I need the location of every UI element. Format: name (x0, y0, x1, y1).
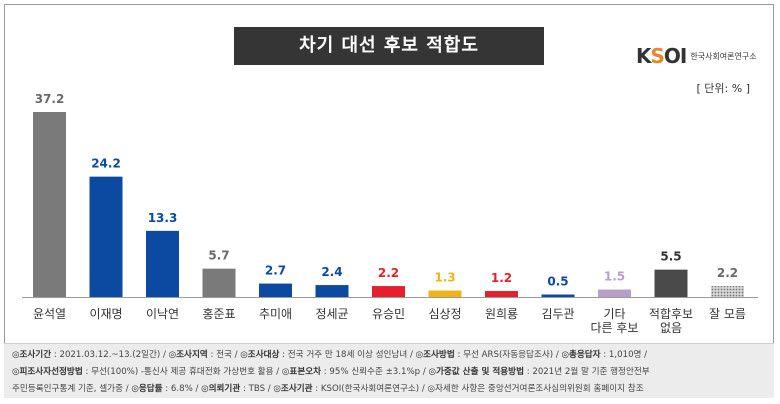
bar-3 (202, 268, 236, 297)
category-label-12: 잘 모름 (709, 307, 746, 321)
category-label-2: 이낙연 (146, 307, 179, 321)
category-label-5: 정세균 (315, 307, 348, 321)
footnote-key: ◎총응답자 (561, 350, 601, 360)
footnote-value: : 무선 ARS(자동응답조사) / (454, 350, 562, 360)
value-label-12: 2.2 (717, 266, 738, 280)
logo-text: 한국사회여론연구소 (690, 51, 757, 61)
bar-12 (711, 286, 744, 297)
bar-4 (259, 283, 292, 297)
category-label-11-1: 없음 (660, 321, 682, 335)
footnote-value: 주민등록인구통계 기준, 셀가중 / (12, 384, 132, 394)
value-label-10: 1.5 (604, 270, 625, 284)
category-label-1: 이재명 (89, 307, 122, 321)
footnote-value: : 2021년 2월 말 기준 행정안전부 (524, 367, 650, 377)
value-label-0: 37.2 (35, 92, 65, 106)
footnote-value: : TBS / (240, 384, 274, 394)
footnote-key: ◎조사기간 (12, 350, 52, 360)
footnote-value: : 무선(100%) -통신사 제공 휴대전화 가상번호 활용 / (82, 367, 282, 377)
footnote-key: ◎표본오차 (281, 367, 322, 377)
value-label-3: 5.7 (208, 249, 229, 263)
value-label-4: 2.7 (265, 264, 286, 278)
logo-mark: KSOI (636, 44, 687, 68)
footnote-key: ◎응답률 (131, 384, 163, 394)
value-label-8: 1.2 (491, 271, 512, 285)
footnote-value: : 6.8% / (162, 384, 202, 394)
footnote-value: : 1,010명 / (600, 350, 648, 360)
footnote-value: ◎자세한 사항은 중앙선거여론조사심의위원회 홈페이지 참조 (427, 384, 644, 394)
bar-11 (654, 269, 688, 297)
category-label-9: 김두관 (541, 307, 574, 321)
value-label-11: 5.5 (660, 250, 681, 264)
footnote-key: ◎가중값 산출 및 적용방법 (428, 367, 524, 377)
bar-8 (485, 291, 518, 297)
bar-10 (598, 289, 631, 297)
bar-7 (428, 290, 462, 297)
footnote-value: : 전국 거주 만 18세 이상 성인남녀 / (279, 350, 416, 360)
value-label-2: 13.3 (148, 211, 178, 225)
category-label-10-1: 다른 후보 (591, 321, 639, 335)
bar-0 (33, 112, 66, 297)
bar-2 (146, 230, 179, 297)
value-label-6: 2.2 (378, 266, 399, 280)
category-label-0: 윤석열 (33, 307, 66, 321)
footnote-line-1: ◎조사기간 : 2021.03.12.~13.(2일간) / ◎조사지역 : 전… (12, 347, 766, 364)
footnote-value: : 전국 / (207, 350, 241, 360)
category-label-3: 홍준표 (202, 307, 235, 321)
value-label-7: 1.3 (434, 271, 455, 285)
unit-label: [ 단위: % ] (696, 82, 750, 95)
footnote-key: ◎조사지역 (168, 350, 208, 360)
bar-1 (89, 176, 123, 297)
category-label-10: 기타 (603, 307, 625, 321)
footnote-line-2: ◎피조사자선정방법 : 무선(100%) -통신사 제공 휴대전화 가상번호 활… (12, 364, 766, 381)
survey-footnote: ◎조사기간 : 2021.03.12.~13.(2일간) / ◎조사지역 : 전… (4, 343, 774, 398)
value-label-5: 2.4 (321, 265, 342, 279)
category-label-6: 유승민 (372, 307, 405, 321)
category-label-11: 적합후보 (649, 307, 693, 321)
footnote-key: ◎조사기관 (273, 384, 313, 394)
value-label-9: 0.5 (547, 275, 568, 289)
footnote-value: : 95% 신뢰수준 ±3.1%p / (321, 367, 429, 377)
category-label-4: 추미애 (259, 307, 292, 321)
footnote-value: : 2021.03.12.~13.(2일간) / (51, 350, 169, 360)
footnote-key: ◎조사방법 (415, 350, 455, 360)
footnote-line-3: 주민등록인구통계 기준, 셀가중 / ◎응답률 : 6.8% / ◎의뢰기관 :… (12, 381, 766, 398)
footnote-value: : KSOI(한국사회여론연구소) / (312, 384, 428, 394)
bar-5 (315, 285, 349, 297)
footnote-key: ◎의뢰기관 (201, 384, 241, 394)
ksoi-logo: KSOI 한국사회여론연구소 (636, 43, 757, 69)
bar-9 (541, 294, 575, 297)
footnote-key: ◎조사대상 (240, 350, 280, 360)
chart-frame (4, 4, 774, 398)
chart-title: 차기 대선 후보 적합도 (234, 27, 544, 65)
footnote-key: ◎피조사자선정방법 (12, 367, 83, 377)
value-label-1: 24.2 (91, 157, 121, 171)
bar-6 (372, 286, 405, 297)
category-label-8: 원희룡 (485, 307, 518, 321)
category-label-7: 심상정 (428, 307, 461, 321)
